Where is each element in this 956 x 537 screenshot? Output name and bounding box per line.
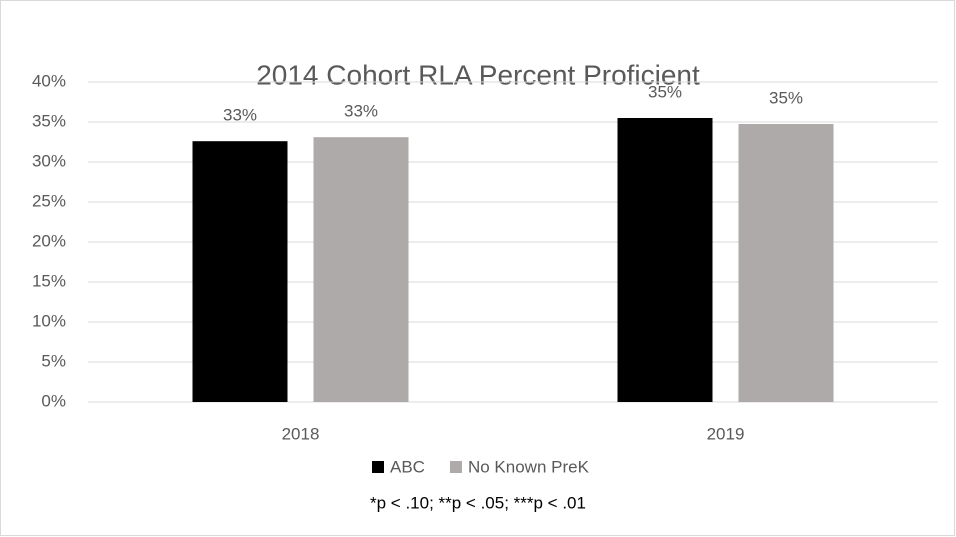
bar: [192, 141, 288, 402]
y-tick-label: 0%: [41, 391, 66, 410]
y-tick-label: 5%: [41, 351, 66, 370]
bar: [617, 118, 713, 402]
bar: [738, 124, 834, 402]
bar: [313, 137, 409, 402]
legend-label: No Known PreK: [468, 457, 590, 476]
y-tick-label: 25%: [32, 191, 66, 210]
legend-label: ABC: [390, 457, 425, 476]
x-tick-label: 2019: [707, 424, 745, 443]
x-tick-label: 2018: [282, 424, 320, 443]
y-tick-label: 20%: [32, 231, 66, 250]
data-label: 35%: [769, 88, 803, 107]
data-label: 35%: [648, 82, 682, 101]
y-tick-label: 35%: [32, 111, 66, 130]
footnote: *p < .10; **p < .05; ***p < .01: [370, 493, 586, 512]
data-label: 33%: [223, 106, 257, 125]
legend-swatch: [449, 461, 462, 473]
legend-swatch: [372, 461, 384, 473]
data-label: 33%: [344, 102, 378, 121]
chart-title: 2014 Cohort RLA Percent Proficient: [256, 59, 700, 90]
y-tick-label: 30%: [32, 151, 66, 170]
y-tick-label: 40%: [32, 71, 66, 90]
y-tick-label: 10%: [32, 311, 66, 330]
y-tick-label: 15%: [32, 271, 66, 290]
